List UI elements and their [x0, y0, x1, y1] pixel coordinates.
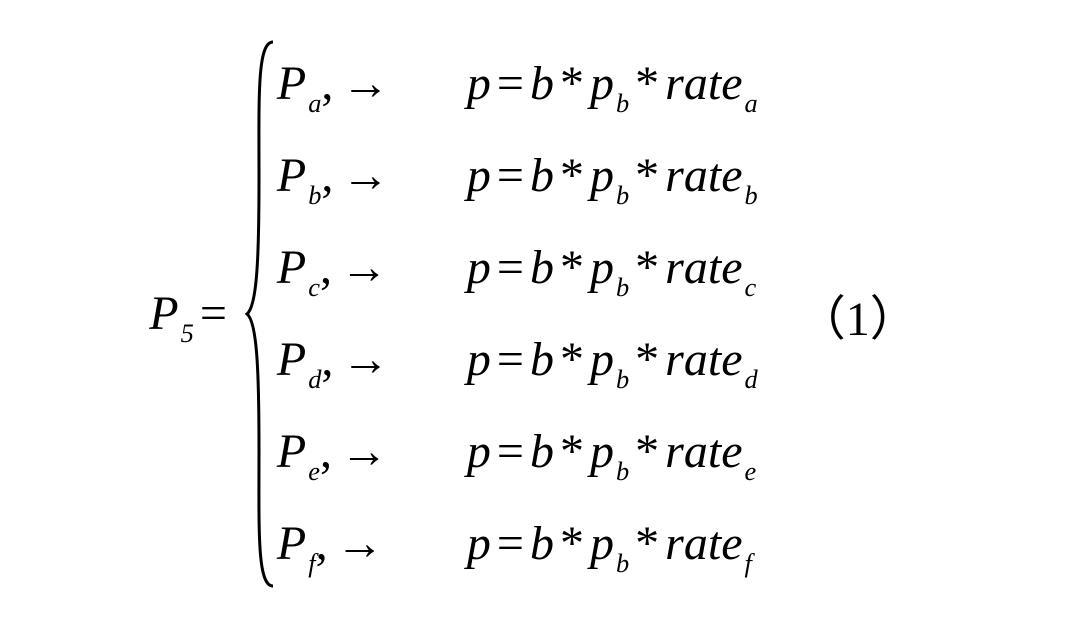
star: *: [560, 57, 584, 110]
left-brace-icon: [245, 38, 277, 590]
case-rhs: p=b*pb*rated: [467, 332, 758, 387]
comma: ,: [321, 57, 333, 110]
case-lhs: Pb,→: [277, 148, 467, 203]
case-rhs: p=b*pb*ratee: [467, 424, 758, 479]
equals: =: [497, 57, 524, 110]
case-row: Pc,→ p=b*pb*ratec: [277, 222, 758, 314]
case-row: Pf,→ p=b*pb*ratef: [277, 498, 758, 590]
case-row: Pd,→ p=b*pb*rated: [277, 314, 758, 406]
case-row: Pe,→ p=b*pb*ratee: [277, 406, 758, 498]
case-rhs: p=b*pb*rateb: [467, 148, 758, 203]
case-lhs: Pd,→: [277, 332, 467, 387]
case-P-base: P: [277, 56, 306, 111]
case-lhs: Pc,→: [277, 240, 467, 295]
case-lhs: Pe,→: [277, 424, 467, 479]
rhs-p: p: [467, 57, 491, 110]
rhs-pb: pb: [590, 56, 629, 111]
case-P: P a: [277, 56, 322, 111]
equation-number: （1）: [798, 279, 918, 349]
lhs: P 5 =: [149, 286, 235, 341]
brace-wrap: P a ,→ p=b*pb*ratea Pb,→ p=b*pb*rateb: [245, 38, 758, 590]
rhs-b: b: [530, 57, 554, 110]
cases: P a ,→ p=b*pb*ratea Pb,→ p=b*pb*rateb: [277, 38, 758, 590]
case-rhs: p=b*pb*ratea: [467, 56, 758, 111]
star: *: [635, 57, 659, 110]
case-lhs: Pf,→: [277, 516, 467, 571]
equation: P 5 = P a ,→ p=b*pb*ratea: [149, 38, 917, 590]
lhs-P-sub: 5: [181, 318, 194, 349]
rhs-rate: ratea: [665, 56, 758, 111]
case-row: Pb,→ p=b*pb*rateb: [277, 130, 758, 222]
case-rhs: p=b*pb*ratef: [467, 516, 758, 571]
case-lhs: P a ,→: [277, 56, 467, 111]
lhs-P: P 5: [149, 286, 194, 341]
case-rhs: p=b*pb*ratec: [467, 240, 758, 295]
lhs-P-base: P: [149, 286, 178, 341]
arrow-icon: →: [341, 57, 389, 110]
case-P-sub: a: [308, 88, 321, 119]
equals-sign: =: [200, 286, 227, 341]
case-row: P a ,→ p=b*pb*ratea: [277, 38, 758, 130]
